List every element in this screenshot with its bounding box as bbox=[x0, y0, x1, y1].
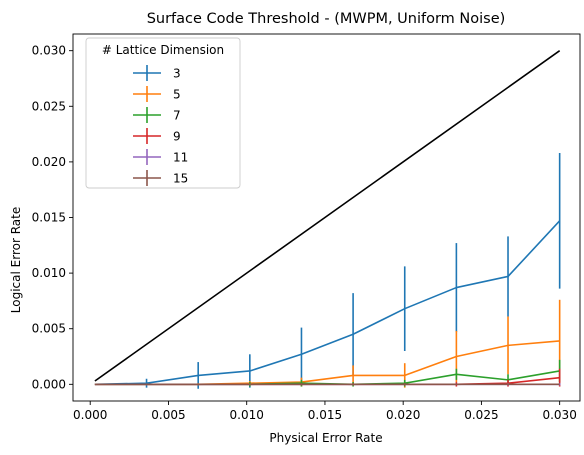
y-tick-label: 0.005 bbox=[32, 322, 66, 336]
x-axis-label: Physical Error Rate bbox=[269, 431, 382, 445]
legend-label-9: 9 bbox=[173, 130, 181, 144]
legend-label-3: 3 bbox=[173, 67, 181, 81]
legend-handle-3 bbox=[133, 65, 161, 81]
y-axis-ticks: 0.000 0.005 0.010 0.015 0.020 0.025 0.030 bbox=[32, 44, 73, 391]
y-tick-label: 0.015 bbox=[32, 211, 66, 225]
reference-line bbox=[94, 50, 561, 382]
legend-label-15: 15 bbox=[173, 172, 188, 186]
y-tick-label: 0.000 bbox=[32, 377, 66, 391]
x-tick-label: 0.020 bbox=[386, 408, 420, 422]
legend-frame bbox=[85, 37, 241, 189]
legend-label-5: 5 bbox=[173, 88, 181, 102]
legend-label-11: 11 bbox=[173, 151, 188, 165]
x-tick-label: 0.030 bbox=[542, 408, 576, 422]
x-axis-ticks: 0.000 0.005 0.010 0.015 0.020 0.025 0.030 bbox=[73, 401, 577, 422]
legend-title: # Lattice Dimension bbox=[102, 43, 224, 57]
y-tick-label: 0.030 bbox=[32, 44, 66, 58]
x-tick-label: 0.000 bbox=[73, 408, 107, 422]
legend-handle-15 bbox=[133, 170, 161, 186]
legend-handle-7 bbox=[133, 107, 161, 123]
x-tick-label: 0.025 bbox=[464, 408, 498, 422]
x-tick-label: 0.015 bbox=[308, 408, 342, 422]
legend-handle-9 bbox=[133, 128, 161, 144]
chart-title: Surface Code Threshold - (MWPM, Uniform … bbox=[147, 11, 506, 27]
y-tick-label: 0.020 bbox=[32, 155, 66, 169]
x-tick-label: 0.010 bbox=[230, 408, 264, 422]
legend-handle-11 bbox=[133, 149, 161, 165]
y-axis-label: Logical Error Rate bbox=[9, 207, 23, 313]
legend-label-7: 7 bbox=[173, 109, 181, 123]
legend: # Lattice Dimension 3 5 7 9 11 15 bbox=[85, 37, 241, 189]
series-line bbox=[94, 220, 561, 386]
x-tick-label: 0.005 bbox=[151, 408, 185, 422]
y-tick-label: 0.010 bbox=[32, 266, 66, 280]
y-tick-label: 0.025 bbox=[32, 99, 66, 113]
legend-handle-5 bbox=[133, 86, 161, 102]
plot-data bbox=[94, 50, 561, 389]
